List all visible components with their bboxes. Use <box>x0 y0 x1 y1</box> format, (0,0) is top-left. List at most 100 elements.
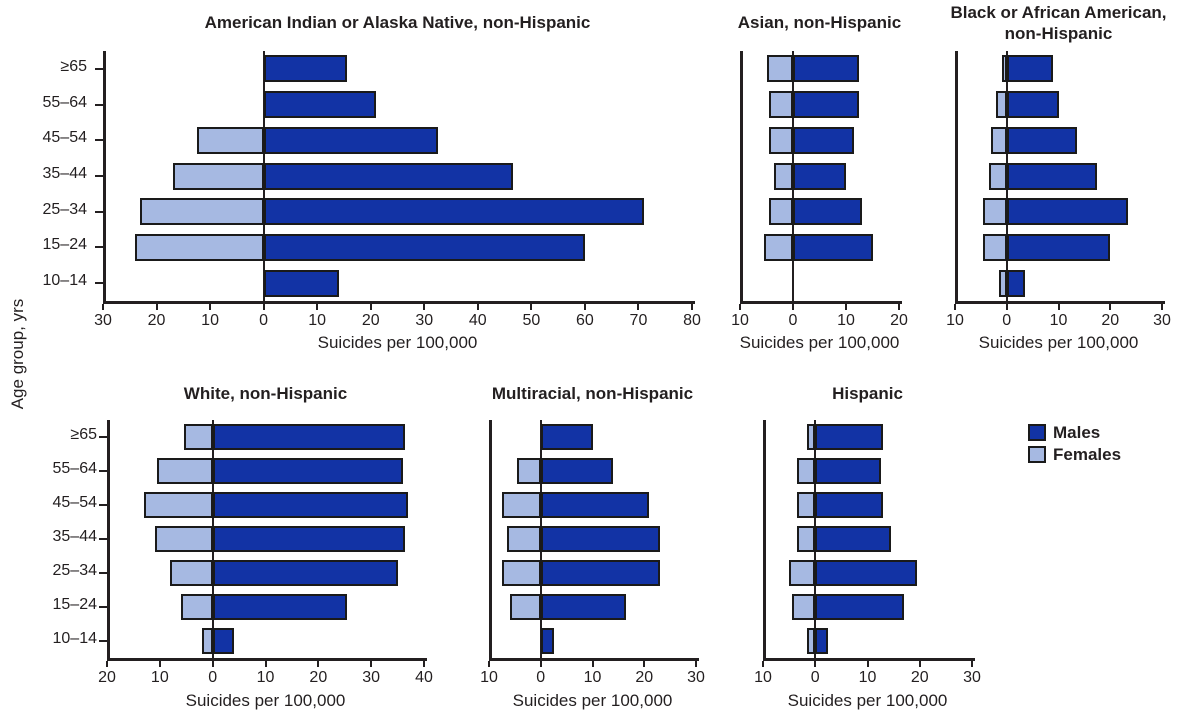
age-group-label: 45–54 <box>42 129 88 147</box>
x-tick <box>814 661 817 667</box>
bar-females <box>796 526 816 552</box>
x-tick-label: 10 <box>731 312 749 329</box>
x-tick-label: 30 <box>362 669 381 686</box>
age-group-label: 35–44 <box>52 528 98 545</box>
bar-males <box>793 233 873 261</box>
bar-females <box>996 91 1007 119</box>
age-tick <box>95 67 103 70</box>
bar-females <box>170 560 213 586</box>
bar-females <box>769 91 793 119</box>
males-swatch-icon <box>1028 424 1046 441</box>
panel-title-black: Black or African American, non-Hispanic <box>950 3 1167 43</box>
x-tick-label: 20 <box>309 669 328 686</box>
x-tick-label: 10 <box>946 312 964 329</box>
bar-males <box>815 594 905 620</box>
x-tick <box>643 661 646 667</box>
x-tick <box>262 304 265 310</box>
panel-title-american-indian: American Indian or Alaska Native, non-Hi… <box>204 13 591 32</box>
x-axis-title-asian: Suicides per 100,000 <box>739 333 900 352</box>
age-group-label: 55–64 <box>52 460 98 477</box>
x-tick <box>106 661 108 667</box>
x-tick-label: 0 <box>259 312 269 329</box>
x-tick <box>316 304 319 310</box>
age-group-label: ≥65 <box>70 426 97 443</box>
bar-males <box>815 560 918 586</box>
bar-females <box>196 126 264 154</box>
bar-females <box>769 126 793 154</box>
bar-males <box>1006 126 1077 154</box>
legend: Males Females <box>1028 422 1121 466</box>
bar-females <box>791 594 816 620</box>
bar-females <box>501 560 541 586</box>
x-tick <box>488 661 490 667</box>
x-tick-label: 10 <box>837 312 855 329</box>
age-group-label: 35–44 <box>42 165 88 182</box>
age-tick <box>95 103 103 106</box>
x-tick-label: 0 <box>1002 312 1012 329</box>
x-tick <box>971 661 973 667</box>
x-tick-label: 20 <box>147 312 166 329</box>
age-group-label: 25–34 <box>42 200 88 218</box>
x-tick-label: 0 <box>788 312 798 329</box>
x-axis-title-white: Suicides per 100,000 <box>185 691 346 710</box>
bar-males <box>1006 233 1111 261</box>
bar-males <box>815 628 829 654</box>
bar-males <box>263 126 438 154</box>
x-tick-label: 30 <box>1153 312 1171 329</box>
bar-females <box>807 424 816 450</box>
panel-title-white: White, non-Hispanic <box>183 384 348 403</box>
x-axis-line <box>107 658 427 661</box>
age-tick <box>99 640 107 642</box>
bar-males <box>793 126 854 154</box>
x-tick-label: 10 <box>480 669 498 686</box>
age-group-label: 15–24 <box>52 596 98 613</box>
age-group-label: 45–54 <box>52 494 98 511</box>
panel-title-multiracial: Multiracial, non-Hispanic <box>491 384 694 403</box>
x-axis-title-american-indian: Suicides per 100,000 <box>317 333 478 352</box>
x-axis-title-multiracial: Suicides per 100,000 <box>512 691 673 710</box>
bar-males <box>540 458 614 484</box>
bar-females <box>172 162 264 190</box>
bar-males <box>212 594 348 620</box>
x-tick <box>539 661 542 667</box>
bar-males <box>793 162 846 190</box>
bar-males <box>793 198 862 226</box>
x-tick <box>423 661 425 667</box>
bar-females <box>807 628 816 654</box>
x-tick-label: 20 <box>890 312 908 329</box>
x-tick <box>1161 304 1163 310</box>
x-tick-label: 10 <box>256 669 275 686</box>
bar-females <box>988 162 1007 190</box>
bar-males <box>212 628 234 654</box>
x-tick <box>1057 304 1060 310</box>
bar-males <box>540 628 554 654</box>
x-axis-title-hispanic: Suicides per 100,000 <box>787 691 948 710</box>
bar-males <box>815 526 891 552</box>
bar-females <box>501 492 541 518</box>
bar-males <box>1006 198 1129 226</box>
age-tick <box>95 139 103 142</box>
bar-females <box>991 126 1007 154</box>
x-tick <box>370 661 373 667</box>
bar-males <box>212 526 406 552</box>
x-tick-label: 10 <box>858 669 877 686</box>
x-tick <box>102 304 104 310</box>
legend-label-males: Males <box>1053 423 1101 442</box>
bar-males <box>815 492 884 518</box>
age-group-label: 15–24 <box>42 236 88 254</box>
bar-females <box>763 233 793 261</box>
x-tick-label: 30 <box>963 669 981 686</box>
age-tick <box>95 175 103 177</box>
x-tick-label: 10 <box>754 669 772 686</box>
bar-females <box>143 492 213 518</box>
x-tick-label: 20 <box>635 669 654 686</box>
bar-males <box>263 269 339 297</box>
panel-title-hispanic: Hispanic <box>832 384 903 403</box>
bar-males <box>263 91 377 119</box>
bar-males <box>793 55 860 83</box>
bar-males <box>263 198 644 226</box>
bar-males <box>540 560 660 586</box>
bar-females <box>766 55 793 83</box>
x-axis-line <box>740 301 902 304</box>
